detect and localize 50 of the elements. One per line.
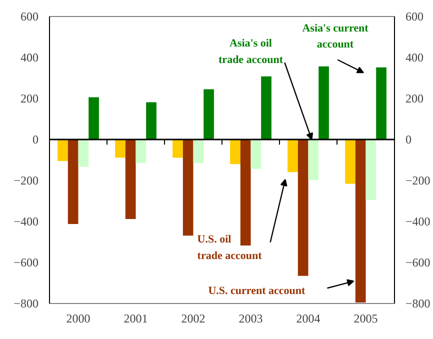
annotation: U.S. current account	[208, 285, 306, 298]
bar	[136, 140, 146, 164]
annotation: Asia's current account	[302, 22, 369, 50]
bar	[193, 140, 204, 164]
x-tick-label: 2000	[66, 312, 90, 326]
bar	[366, 140, 376, 200]
y2-tick-label: 0	[406, 132, 412, 146]
bar	[288, 140, 298, 172]
bar	[376, 67, 386, 140]
x-tick-label: 2002	[181, 312, 206, 326]
bar	[230, 140, 240, 164]
y-tick-label: 400	[20, 50, 38, 64]
y2-tick-label: −200	[406, 174, 430, 188]
bar	[58, 140, 68, 162]
x-tick-label: 2004	[296, 312, 320, 326]
bar	[261, 76, 272, 140]
y-tick-label: 0	[32, 132, 38, 146]
bar	[88, 97, 99, 140]
bar	[250, 140, 262, 169]
y2-tick-label: −400	[406, 214, 430, 228]
y-tick-label: −600	[14, 256, 39, 270]
bar	[182, 140, 194, 236]
x-tick-label: 2003	[238, 312, 263, 326]
bar	[318, 66, 329, 140]
y-tick-label: −400	[14, 214, 39, 228]
bar	[240, 140, 251, 246]
bar	[146, 102, 156, 140]
y2-tick-label: −600	[406, 256, 430, 270]
y-tick-label: 200	[20, 92, 38, 106]
x-tick-label: 2001	[124, 312, 148, 326]
y2-tick-label: −800	[406, 296, 430, 310]
bar	[355, 140, 366, 302]
bar	[308, 140, 319, 180]
annotation: Asia's oil trade account	[218, 38, 284, 66]
bar	[125, 140, 136, 220]
annotation: U.S. oil trade account	[197, 234, 262, 262]
bar	[172, 140, 183, 158]
bar	[298, 140, 308, 276]
bar	[78, 140, 89, 167]
bar	[115, 140, 126, 158]
x-tick-label: 2005	[354, 312, 378, 326]
y2-tick-label: 600	[406, 10, 424, 24]
y2-tick-label: 400	[406, 50, 424, 64]
bar	[68, 140, 78, 224]
bar	[204, 89, 214, 140]
y2-tick-label: 200	[406, 92, 424, 106]
y-tick-label: −200	[14, 174, 39, 188]
bar	[345, 140, 356, 184]
y-tick-label: −800	[14, 296, 39, 310]
y-tick-label: 600	[20, 10, 38, 24]
